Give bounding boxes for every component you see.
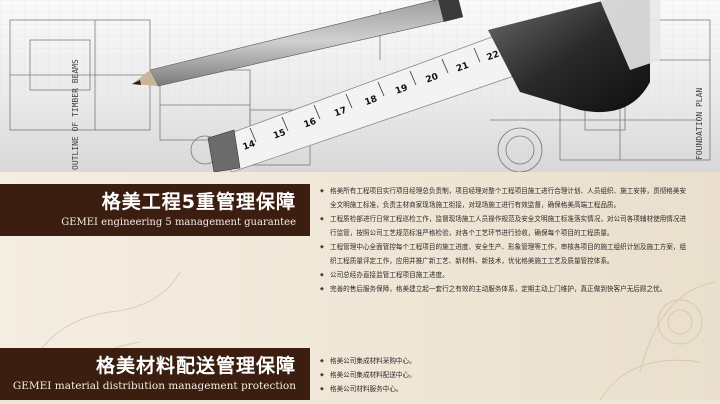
pencil-icon <box>132 0 464 87</box>
section1-subtitle: GEMEI engineering 5 management guarantee <box>61 216 296 228</box>
tape-number: 18 <box>364 94 379 108</box>
list-item: 工程管理中心全面管控每个工程项目的施工进度、安全生产、形象管理等工作，审核各项目… <box>320 240 688 268</box>
list-item: 格美公司材料服务中心。 <box>320 382 620 396</box>
tape-number: 17 <box>333 106 348 120</box>
section2-list: 格美公司集成材料采购中心。 格美公司集成材料配送中心。 格美公司材料服务中心。 <box>320 354 620 396</box>
section2-title: 格美材料配送管理保障 <box>95 354 296 377</box>
section1-list: 格美所有工程项目实行项目经理总负责制，项目经理对整个工程项目施工进行合理计划、人… <box>320 184 688 296</box>
plan-label-left: OUTLINE OF TIMBER BEAMS <box>71 59 80 170</box>
tape-number: 22 <box>486 50 501 64</box>
tape-number: 21 <box>455 61 470 75</box>
section2-banner: 格美材料配送管理保障 GEMEI material distribution m… <box>0 348 310 400</box>
plan-label-right: FOUNDATION PLAN <box>695 88 704 160</box>
list-item: 工程质检部进行日常工程巡检工作，监督现场施工人员操作规范及安全文明施工标准落实情… <box>320 212 688 240</box>
section2-subtitle: GEMEI material distribution management p… <box>12 379 296 392</box>
tape-number: 19 <box>394 83 409 97</box>
tape-number: 14 <box>242 139 257 153</box>
list-item: 公司总经办直接监管工程项目施工进度。 <box>320 268 688 282</box>
blueprint-illustration: OUTLINE OF TIMBER BEAMS FOUNDATION PLAN … <box>0 0 720 172</box>
list-item: 完善的售后服务保障，格美建立起一套行之有效的主动服务体系，定期主动上门维护，真正… <box>320 282 688 296</box>
hero-blueprint-photo: OUTLINE OF TIMBER BEAMS FOUNDATION PLAN … <box>0 0 720 172</box>
list-item: 格美所有工程项目实行项目经理总负责制，项目经理对整个工程项目施工进行合理计划、人… <box>320 184 688 212</box>
tape-number: 16 <box>303 117 318 131</box>
list-item: 格美公司集成材料采购中心。 <box>320 354 620 368</box>
tape-measure-icon: 14 15 16 17 18 19 20 21 22 <box>207 0 660 172</box>
section1-banner: 格美工程5重管理保障 GEMEI engineering 5 managemen… <box>0 184 310 236</box>
list-item: 格美公司集成材料配送中心。 <box>320 368 620 382</box>
tape-number: 20 <box>425 72 440 86</box>
section1-title: 格美工程5重管理保障 <box>101 191 296 214</box>
tape-number: 15 <box>272 128 287 142</box>
